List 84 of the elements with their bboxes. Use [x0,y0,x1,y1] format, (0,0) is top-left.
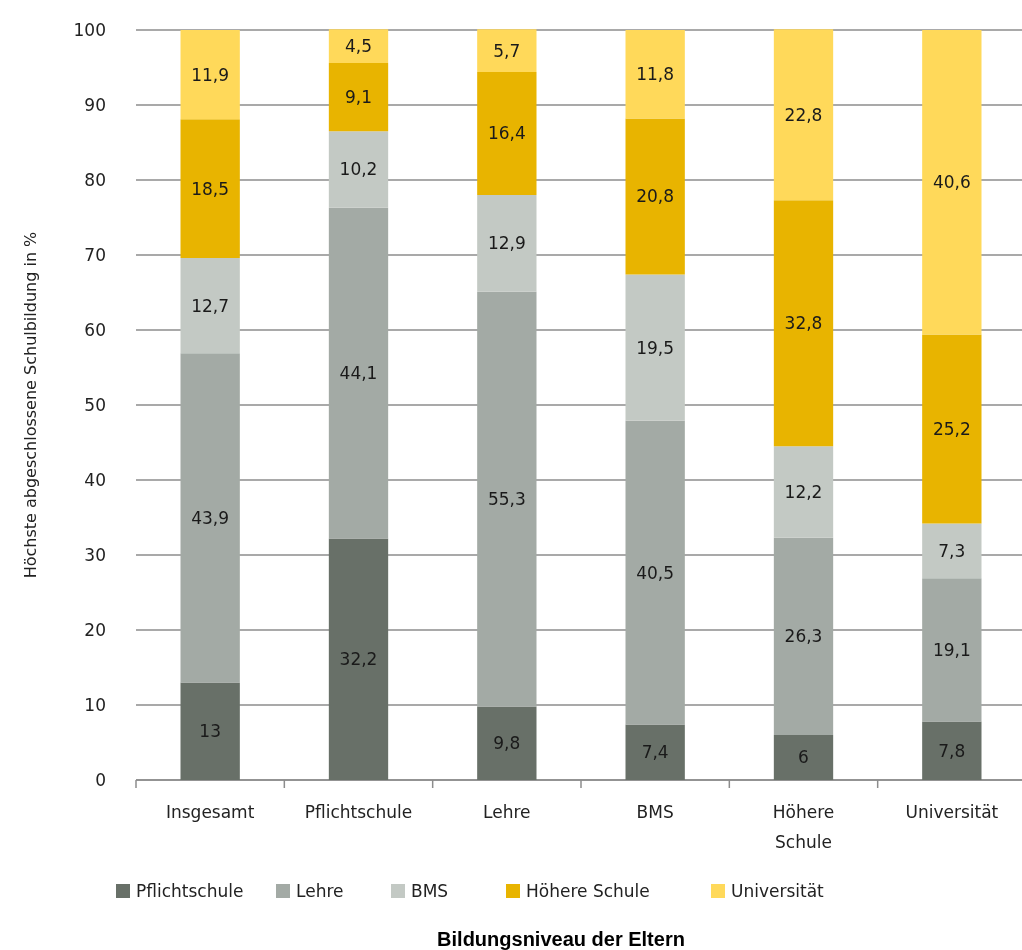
data-label: 12,7 [191,295,230,316]
legend-label: Lehre [296,881,344,901]
data-label: 10,2 [339,159,378,180]
y-tick-label: 30 [84,544,106,565]
bar [180,682,240,780]
data-label: 19,1 [932,639,971,660]
y-tick-label: 60 [84,319,106,340]
data-label: 44,1 [339,363,378,384]
bar [180,119,240,258]
data-label: 40,6 [932,172,971,193]
x-tick-label: BMS [636,802,674,822]
data-label: 7,3 [938,540,966,561]
data-label: 13 [199,721,221,742]
data-label: 11,8 [636,64,675,85]
y-tick-label: 0 [95,769,106,790]
y-tick-label: 90 [84,94,106,115]
y-axis-title: Höchste abgeschlossene Schulbildung in % [21,231,40,579]
data-label: 6 [798,747,809,768]
bar [773,735,834,780]
bar [625,30,685,119]
bar [180,353,240,683]
legend-label: Pflichtschule [136,881,244,901]
x-tick-label: Höhere Schule [772,802,835,852]
x-axis-title: Bildungsniveau der Eltern [437,928,685,950]
bar [625,420,685,725]
data-label: 32,2 [339,649,378,670]
bar [477,706,537,780]
x-tick-label: Universität [905,802,999,822]
data-label: 18,5 [191,178,230,199]
bar [773,200,834,447]
x-tick-label: Lehre [483,802,531,822]
data-label: 4,5 [344,36,373,57]
data-label: 9,8 [493,733,521,754]
bar [328,63,389,132]
data-label: 16,4 [487,123,526,144]
bar [922,721,982,780]
y-tick-label: 70 [84,244,106,265]
data-label: 25,2 [932,418,971,439]
x-tick-label: Pflichtschule [304,802,413,822]
data-label: 12,9 [487,233,526,254]
bar [180,258,240,354]
x-tick-label: Insgesamt [165,802,255,822]
data-label: 9,1 [344,87,373,108]
data-label: 19,5 [636,337,675,358]
bar [922,334,982,524]
bar [922,523,982,579]
legend-label: Universität [731,881,825,901]
y-tick-label: 20 [84,619,106,640]
bar [922,578,982,722]
data-label: 5,7 [493,40,521,61]
legend-label: BMS [411,881,449,901]
data-label: 11,9 [191,64,230,85]
bar [477,72,537,195]
bar [328,538,389,780]
bar [773,537,834,735]
data-label: 43,9 [191,507,230,528]
bar [773,446,834,538]
bar [477,195,537,292]
bar [180,30,240,120]
data-label: 20,8 [636,186,675,207]
y-tick-label: 80 [84,169,106,190]
data-label: 40,5 [636,562,675,583]
y-tick-label: 10 [84,694,106,715]
data-label: 7,4 [641,742,669,763]
data-label: 32,8 [784,313,823,334]
data-label: 26,3 [784,626,823,647]
legend-label: Höhere Schule [526,881,650,901]
bar [922,30,982,335]
data-label: 22,8 [784,104,823,125]
bar [773,29,834,201]
bar [328,29,389,63]
data-label: 7,8 [938,740,966,761]
bar [477,291,537,707]
y-tick-label: 100 [73,19,106,40]
bar [625,274,685,421]
data-label: 55,3 [487,489,526,510]
y-tick-label: 40 [84,469,106,490]
bar [328,207,389,539]
y-tick-label: 50 [84,394,106,415]
bar [328,131,389,208]
bar [625,724,685,780]
bar [477,29,537,72]
bar [625,118,685,275]
data-label: 12,2 [784,481,823,502]
